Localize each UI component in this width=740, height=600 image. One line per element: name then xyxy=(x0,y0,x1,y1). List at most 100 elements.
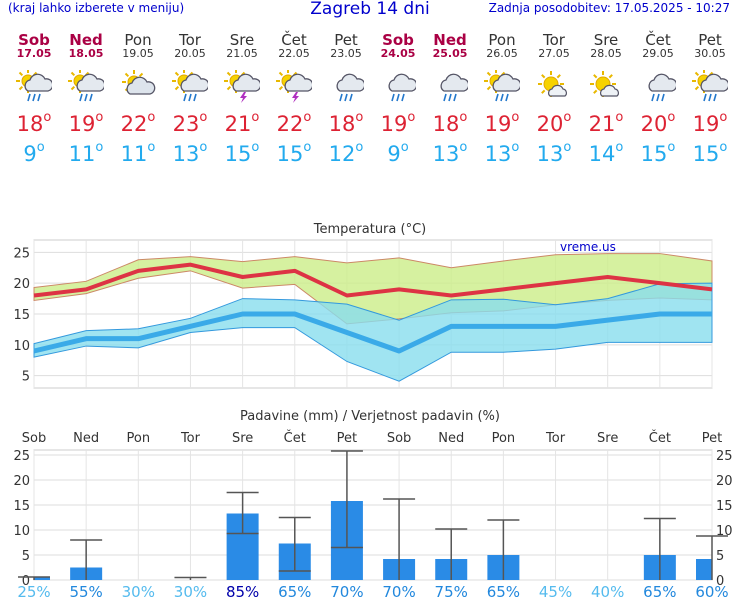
location-hint[interactable]: (kraj lahko izberete v meniju) xyxy=(8,1,185,15)
page-title: Zagreb 14 dni xyxy=(310,0,430,19)
max-temp: 18o xyxy=(328,110,364,136)
day-name: Ned xyxy=(433,31,467,49)
precip-y-tick-left: 5 xyxy=(22,549,30,564)
precip-probability: 75% xyxy=(435,583,468,600)
forecast-day: Čet 22.05 22o 15o xyxy=(268,31,320,166)
forecast-day: Pet 23.05 18o 12o xyxy=(320,31,372,166)
precip-y-tick-left: 20 xyxy=(13,474,30,489)
day-name: Pon xyxy=(124,31,152,49)
min-temp: 14o xyxy=(588,140,624,166)
precip-x-tick: Pet xyxy=(337,431,357,446)
day-date: 27.05 xyxy=(538,47,570,60)
precip-y-tick-right: 20 xyxy=(716,474,733,489)
precip-y-tick-left: 15 xyxy=(13,499,30,514)
min-temp: 15o xyxy=(640,140,676,166)
max-temp: 18o xyxy=(16,110,52,136)
storm-sun-icon xyxy=(276,69,314,104)
min-temp: 13o xyxy=(484,140,520,166)
min-temp: 9o xyxy=(23,140,45,166)
watermark: vreme.us xyxy=(560,240,616,254)
day-date: 29.05 xyxy=(642,47,674,60)
precip-probability: 65% xyxy=(643,583,676,600)
forecast-day: Sre 21.05 21o 15o xyxy=(216,31,268,166)
precip-x-tick: Tor xyxy=(180,431,201,446)
forecast-day: Pon 26.05 19o 13o xyxy=(476,31,528,166)
min-temp-line xyxy=(33,311,712,354)
day-date: 25.05 xyxy=(432,47,468,60)
max-temp: 22o xyxy=(276,110,312,136)
max-temp: 18o xyxy=(432,110,468,136)
day-date: 26.05 xyxy=(486,47,518,60)
forecast-day: Ned 18.05 19o 11o xyxy=(60,31,112,166)
precip-bar xyxy=(696,559,712,580)
max-temp: 23o xyxy=(172,110,208,136)
precip-y-tick-left: 10 xyxy=(13,524,30,539)
day-name: Tor xyxy=(179,31,201,49)
precip-probability: 70% xyxy=(382,583,415,600)
precip-y-tick-left: 25 xyxy=(13,449,30,464)
day-date: 30.05 xyxy=(694,47,726,60)
precip-y-tick-right: 5 xyxy=(716,549,724,564)
precip-x-tick: Tor xyxy=(545,431,566,446)
min-temp: 11o xyxy=(120,140,156,166)
forecast-day: Pon 19.05 22o 11o xyxy=(112,31,164,166)
day-name: Ned xyxy=(69,31,103,49)
max-temp: 21o xyxy=(588,110,624,136)
min-temp: 15o xyxy=(224,140,260,166)
precip-x-tick: Sob xyxy=(22,431,46,446)
precip-x-tick: Sre xyxy=(232,431,253,446)
sun-cloud-small-icon xyxy=(536,70,572,104)
max-temp: 19o xyxy=(380,110,416,136)
rain-sun-icon xyxy=(692,69,730,104)
temp-y-tick: 25 xyxy=(13,246,30,261)
rain-sun-icon xyxy=(16,69,54,104)
precip-probability: 30% xyxy=(174,583,207,600)
forecast-day: Sob 17.05 18o 9o xyxy=(8,31,60,166)
max-temp: 20o xyxy=(536,110,572,136)
day-date: 17.05 xyxy=(16,47,52,60)
min-temp: 12o xyxy=(328,140,364,166)
forecast-day: Pet 30.05 19o 15o xyxy=(684,32,736,166)
min-temp: 15o xyxy=(276,140,312,166)
day-name: Sob xyxy=(382,31,414,49)
precip-chart-title: Padavine (mm) / Verjetnost padavin (%) xyxy=(240,409,500,424)
precip-probability: 85% xyxy=(226,583,259,600)
day-name: Sre xyxy=(593,31,619,49)
temp-y-tick: 10 xyxy=(13,339,30,354)
max-temp: 22o xyxy=(120,110,156,136)
day-date: 20.05 xyxy=(174,47,206,60)
day-name: Pet xyxy=(334,31,358,49)
day-name: Čet xyxy=(281,31,307,49)
last-update: Zadnja posodobitev: 17.05.2025 - 10:27 xyxy=(488,1,730,15)
min-temp: 13o xyxy=(172,140,208,166)
day-date: 23.05 xyxy=(330,47,362,60)
forecast-day: Sre 28.05 21o 14o xyxy=(580,31,632,166)
precip-x-tick: Čet xyxy=(649,430,671,446)
precip-y-tick-right: 25 xyxy=(716,449,733,464)
precip-y-tick-right: 0 xyxy=(716,574,724,589)
precip-probability: 25% xyxy=(17,583,50,600)
max-temp: 21o xyxy=(224,110,260,136)
precip-probability: 65% xyxy=(278,583,311,600)
rain-cloud-icon xyxy=(432,70,470,104)
precip-x-tick: Sob xyxy=(387,431,411,446)
daily-forecast: Sob 17.05 18o 9o Ned 18.05 19o 11o Pon 19.05 22o 11… xyxy=(8,32,736,172)
forecast-day: Ned 25.05 18o 13o xyxy=(424,31,476,166)
day-name: Pon xyxy=(488,31,516,49)
precip-bar xyxy=(34,577,50,580)
rain-cloud-icon xyxy=(328,70,366,104)
forecast-day: Tor 20.05 23o 13o xyxy=(164,31,216,166)
precip-x-tick: Sre xyxy=(597,431,618,446)
min-temp: 9o xyxy=(387,140,409,166)
day-name: Sre xyxy=(229,31,255,49)
rain-sun-icon xyxy=(68,69,106,104)
day-name: Sob xyxy=(18,31,50,49)
forecast-day: Sob 24.05 19o 9o xyxy=(372,31,424,166)
day-date: 24.05 xyxy=(380,47,416,60)
precip-x-tick: Pet xyxy=(702,431,722,446)
min-temp: 15o xyxy=(692,140,728,166)
min-temp: 11o xyxy=(68,140,104,166)
max-temp: 19o xyxy=(692,110,728,136)
temp-y-tick: 20 xyxy=(13,277,30,292)
